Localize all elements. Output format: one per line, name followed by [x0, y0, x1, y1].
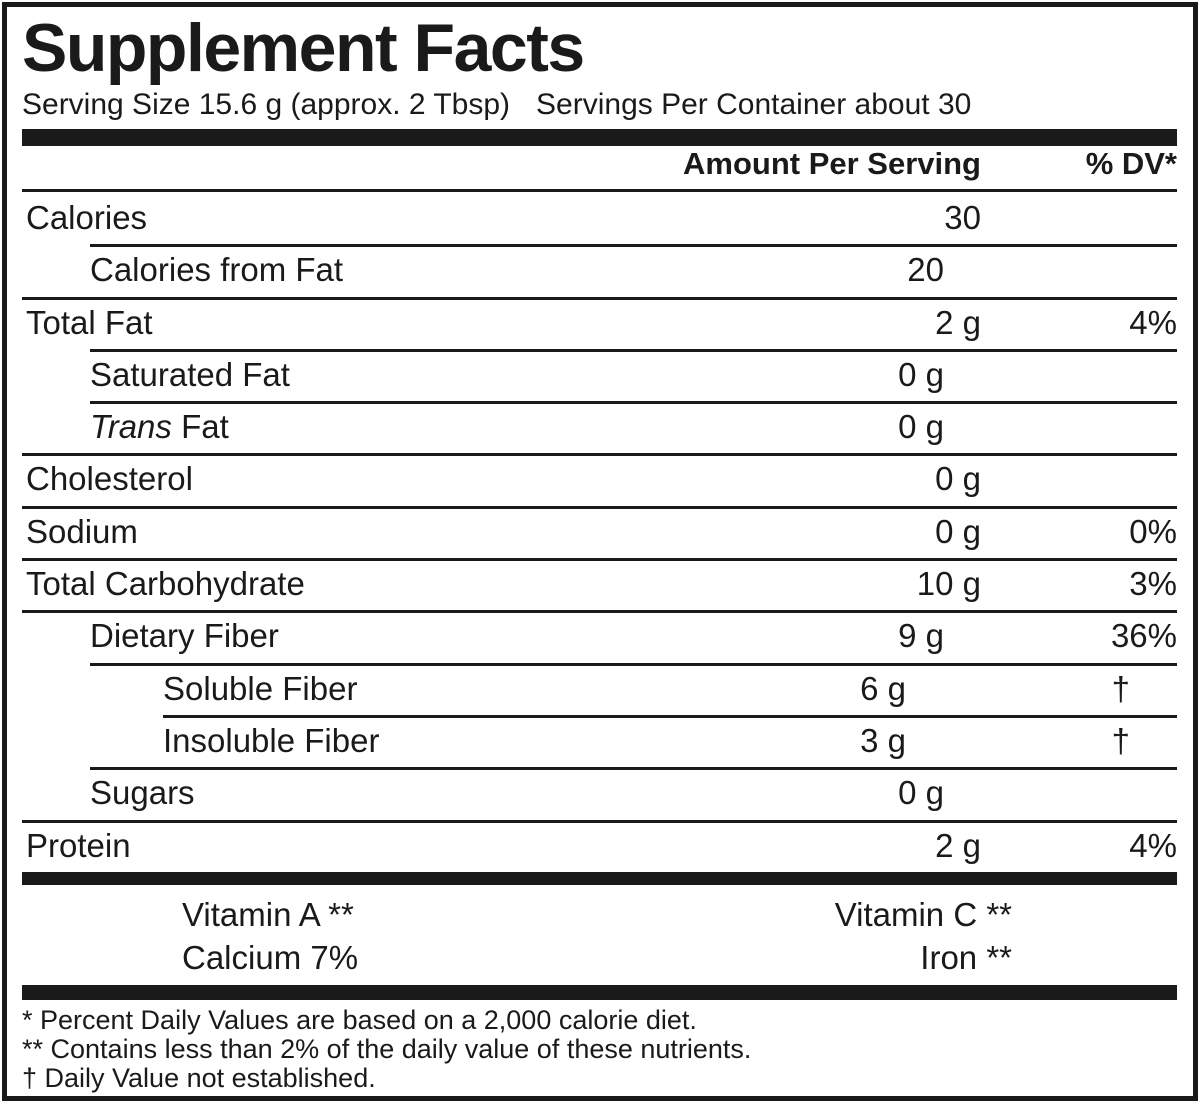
nutrient-row-total-fat: Total Fat 2 g 4%: [22, 296, 1177, 349]
row-separator: [90, 767, 1177, 771]
nutrient-name: Protein: [26, 826, 131, 864]
row-separator: [22, 558, 1177, 562]
nutrient-amount: 9 g: [898, 617, 944, 655]
nutrient-name: Total Carbohydrate: [26, 565, 305, 603]
nutrient-name: Sugars: [90, 774, 195, 812]
nutrient-name: Trans Fat: [22, 401, 229, 453]
row-separator: [90, 401, 1177, 405]
footnote-daily-values: * Percent Daily Values are based on a 2,…: [22, 1004, 697, 1035]
nutrient-amount: 0 g: [898, 774, 944, 812]
nutrient-name: Soluble Fiber: [163, 669, 358, 707]
nutrient-dv-dagger: †: [1111, 669, 1130, 707]
footnote-dv-not-established: † Daily Value not established.: [22, 1062, 376, 1093]
nutrient-row-cholesterol: Cholesterol 0 g: [22, 453, 1177, 505]
label-title: Supplement Facts: [22, 10, 585, 86]
nutrient-amount: 0 g: [935, 512, 981, 550]
nutrient-amount: 2 g: [935, 303, 981, 341]
row-separator: [90, 662, 1177, 666]
nutrient-row-protein: Protein 2 g 4%: [22, 819, 1177, 872]
footnote-contains-less: ** Contains less than 2% of the daily va…: [22, 1033, 752, 1064]
column-header-amount: Amount Per Serving: [683, 146, 981, 181]
thick-divider-bottom: [22, 984, 1177, 1000]
nutrient-name: Saturated Fat: [90, 355, 290, 393]
micronutrient-section: Vitamin A ** Vitamin C ** Calcium 7% Iro…: [7, 885, 1193, 985]
nutrient-amount: 2 g: [935, 826, 981, 864]
nutrient-dv: 4%: [1129, 826, 1177, 864]
nutrient-name-italic: Trans: [90, 408, 172, 446]
nutrient-dv: 36%: [1110, 617, 1177, 655]
micronutrient-calcium: Calcium 7%: [182, 938, 359, 976]
nutrient-row-insoluble-fiber: Insoluble Fiber 3 g †: [22, 714, 1177, 767]
nutrient-dv: 4%: [1129, 303, 1177, 341]
nutrient-row-calories: Calories 30: [22, 192, 1177, 244]
column-header-row: Amount Per Serving % DV*: [22, 146, 1177, 192]
nutrient-row-total-carbohydrate: Total Carbohydrate 10 g 3%: [22, 558, 1177, 610]
serving-size: Serving Size 15.6 g (approx. 2 Tbsp): [22, 88, 511, 121]
row-separator: [90, 244, 1177, 248]
nutrient-row-soluble-fiber: Soluble Fiber 6 g †: [22, 662, 1177, 715]
nutrient-amount: 0 g: [898, 355, 944, 393]
nutrient-name: Sodium: [26, 512, 138, 550]
micronutrient-row: Calcium 7% Iron **: [22, 936, 1177, 979]
nutrient-dv: 3%: [1129, 565, 1177, 603]
nutrient-amount: 0 g: [898, 408, 944, 446]
nutrient-name-rest: Fat: [171, 408, 229, 446]
row-separator: [22, 453, 1177, 457]
micronutrient-iron: Iron **: [920, 938, 1012, 976]
nutrient-row-calories-from-fat: Calories from Fat 20: [22, 244, 1177, 296]
thick-divider-top: [22, 129, 1177, 146]
servings-per-container: Servings Per Container about 30: [536, 88, 972, 121]
nutrient-amount: 6 g: [860, 669, 906, 707]
row-separator: [22, 296, 1177, 300]
row-separator: [22, 819, 1177, 823]
nutrient-amount: 30: [944, 199, 981, 236]
nutrient-amount: 10 g: [916, 565, 981, 603]
nutrient-name: Calories from Fat: [90, 251, 344, 289]
nutrient-amount: 20: [907, 251, 944, 289]
nutrient-name: Insoluble Fiber: [163, 721, 380, 759]
row-separator: [22, 610, 1177, 614]
nutrient-row-sodium: Sodium 0 g 0%: [22, 505, 1177, 558]
nutrient-dv-dagger: †: [1111, 721, 1130, 759]
nutrient-row-trans-fat: Trans Fat 0 g: [22, 401, 1177, 453]
row-separator: [163, 714, 1177, 718]
nutrient-name: Dietary Fiber: [90, 617, 279, 655]
nutrient-row-dietary-fiber: Dietary Fiber 9 g 36%: [22, 610, 1177, 662]
nutrient-amount: 3 g: [860, 721, 906, 759]
nutrient-name: Calories: [26, 199, 148, 236]
nutrient-dv: 0%: [1129, 512, 1177, 550]
nutrient-row-saturated-fat: Saturated Fat 0 g: [22, 348, 1177, 401]
micronutrient-vitamin-c: Vitamin C **: [834, 895, 1012, 933]
footnotes: * Percent Daily Values are based on a 2,…: [7, 1000, 1193, 1093]
nutrient-row-sugars: Sugars 0 g: [22, 767, 1177, 819]
micronutrient-vitamin-a: Vitamin A **: [182, 895, 354, 933]
thick-divider-middle: [22, 871, 1177, 885]
nutrient-name: Cholesterol: [26, 460, 193, 498]
nutrient-amount: 0 g: [935, 460, 981, 498]
nutrient-table: Calories 30 Calories from Fat 20 Total F…: [22, 192, 1177, 872]
row-separator: [90, 348, 1177, 352]
row-separator: [22, 505, 1177, 509]
column-header-dv: % DV*: [1085, 146, 1177, 181]
nutrient-name: Total Fat: [26, 303, 153, 341]
serving-info: Serving Size 15.6 g (approx. 2 Tbsp) Serv…: [7, 81, 1193, 123]
micronutrient-row: Vitamin A ** Vitamin C **: [22, 893, 1177, 936]
